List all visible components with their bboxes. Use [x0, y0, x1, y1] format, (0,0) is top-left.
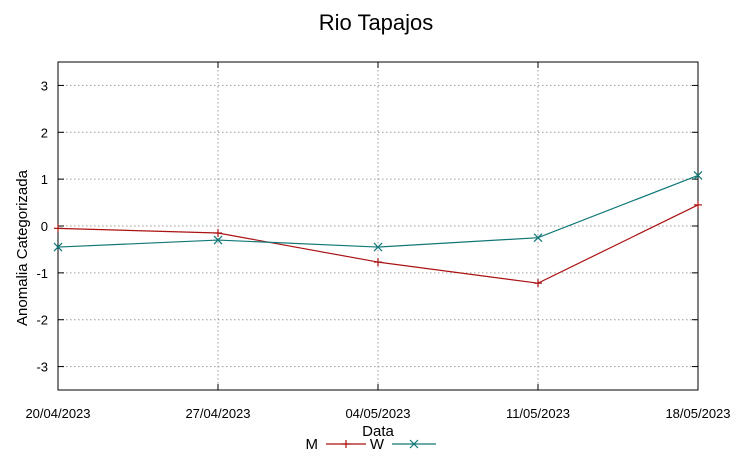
marker-stroke [409, 439, 419, 449]
y-tick-label: -1 [36, 266, 48, 281]
legend-item-w: W [370, 436, 436, 453]
x-tick-label: 18/05/2023 [665, 406, 730, 421]
marker-stroke [373, 242, 383, 252]
x-tick-label: 20/04/2023 [25, 406, 90, 421]
data-point [374, 258, 382, 267]
marker-stroke [53, 242, 63, 252]
y-axis-label: Anomalia Categorizada [14, 169, 31, 326]
marker-stroke [213, 235, 223, 245]
x-tick-label: 27/04/2023 [185, 406, 250, 421]
y-tick-label: -2 [36, 313, 48, 328]
data-point [533, 233, 543, 243]
data-point [54, 224, 62, 233]
legend-label: M [306, 436, 319, 453]
series-w [53, 170, 703, 252]
y-tick-label: 0 [41, 219, 48, 234]
chart-title: Rio Tapajos [319, 10, 434, 35]
data-point [693, 170, 703, 180]
legend-marker [342, 440, 350, 448]
x-tick-label: 11/05/2023 [506, 406, 570, 421]
y-tick-label: 2 [41, 125, 48, 140]
data-point [373, 242, 383, 252]
legend-marker [409, 439, 419, 449]
x-tick-label: 04/05/2023 [345, 406, 410, 421]
legend-label: W [370, 436, 385, 453]
y-tick-label: 1 [41, 172, 48, 187]
legend-item-m: M [306, 436, 366, 453]
axis-layer: -3 -2 -1 0 1 2 3 20/04/2023 27/04/2023 04/05/2023… [25, 61, 731, 421]
y-tick-label: -3 [36, 360, 48, 375]
marker-stroke [533, 233, 543, 243]
grid-layer [57, 62, 699, 390]
data-point [694, 200, 702, 209]
data-point [53, 242, 63, 252]
data-point [213, 235, 223, 245]
series-m [54, 200, 702, 288]
marker-stroke [693, 170, 703, 180]
data-point [214, 229, 222, 238]
x-axis-label: Data [362, 423, 394, 440]
data-point [534, 279, 542, 288]
series-layer [53, 170, 703, 288]
y-tick-label: 3 [41, 78, 48, 93]
